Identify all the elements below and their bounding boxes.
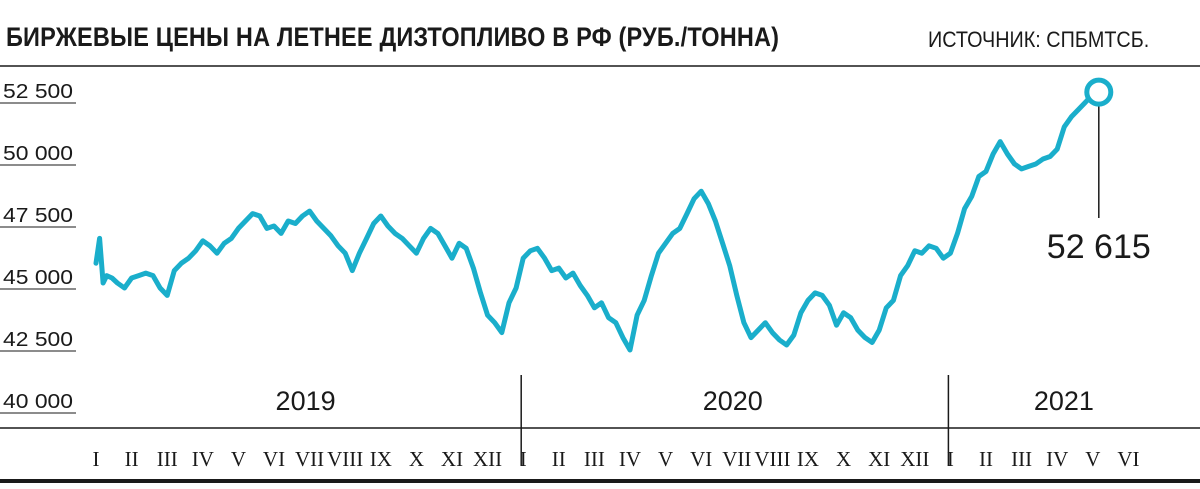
month-label: VII (722, 447, 751, 471)
y-tick-label: 47 500 (3, 205, 73, 227)
year-label: 2020 (703, 386, 763, 416)
month-label: IV (1046, 447, 1068, 471)
month-label: II (552, 447, 566, 471)
month-label: V (1085, 447, 1100, 471)
month-label: XII (473, 447, 502, 471)
chart-header: БИРЖЕВЫЕ ЦЕНЫ НА ЛЕТНЕЕ ДИЗТОПЛИВО В РФ … (0, 0, 1200, 66)
month-label: I (520, 447, 527, 471)
y-tick-label: 52 500 (3, 81, 73, 103)
month-label: I (947, 447, 954, 471)
year-label: 2019 (276, 386, 336, 416)
month-label: I (93, 447, 100, 471)
month-label: VIII (754, 447, 790, 471)
month-label: X (409, 447, 424, 471)
month-label: III (157, 447, 178, 471)
month-label: IV (192, 447, 214, 471)
month-label: VI (1117, 447, 1139, 471)
end-point (1084, 77, 1114, 107)
month-label: III (584, 447, 605, 471)
month-label: V (231, 447, 246, 471)
month-label: II (125, 447, 139, 471)
month-label: X (836, 447, 851, 471)
month-label: II (979, 447, 993, 471)
series-layer (93, 91, 1096, 353)
end-marker: 52 615 (1047, 77, 1151, 266)
month-label: XI (868, 447, 890, 471)
month-label: IX (370, 447, 392, 471)
month-label: III (1011, 447, 1032, 471)
y-axis: 52 500 50 000 47 500 45 000 42 500 40 000 (0, 81, 76, 414)
month-label: XII (900, 447, 929, 471)
y-tick-label: 45 000 (3, 267, 73, 289)
month-label: VII (295, 447, 324, 471)
month-label: VI (263, 447, 285, 471)
y-tick-label: 40 000 (3, 391, 73, 413)
month-label: VI (690, 447, 712, 471)
chart-source: ИСТОЧНИК: СПБМТСБ. (928, 27, 1150, 52)
y-tick-label: 42 500 (3, 329, 73, 351)
end-value-label: 52 615 (1047, 228, 1151, 266)
chart-title: БИРЖЕВЫЕ ЦЕНЫ НА ЛЕТНЕЕ ДИЗТОПЛИВО В РФ … (6, 22, 780, 52)
month-label: V (658, 447, 673, 471)
month-label: IX (797, 447, 819, 471)
year-label: 2021 (1034, 386, 1094, 416)
month-label: IV (619, 447, 641, 471)
series-line (93, 91, 1096, 353)
y-tick-label: 50 000 (3, 143, 73, 165)
month-label: XI (441, 447, 463, 471)
month-label: VIII (327, 447, 363, 471)
